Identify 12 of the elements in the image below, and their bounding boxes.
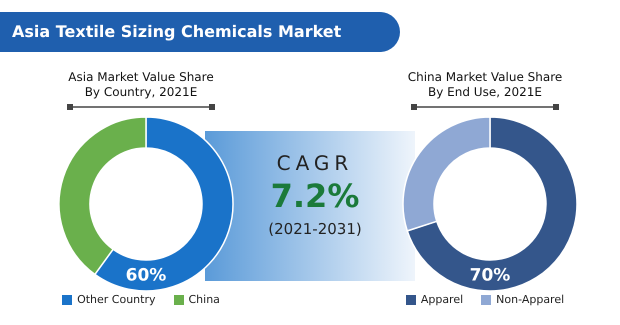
- data-label: 70%: [470, 266, 510, 286]
- text: Asia Textile Sizing Chemicals Market: [12, 21, 342, 43]
- legend-label: Non-Apparel: [495, 293, 564, 306]
- data-label: 60%: [126, 266, 166, 286]
- legend-label: China: [188, 293, 220, 306]
- chart-title: Asia Market Value Share By Country, 2021E: [67, 70, 215, 101]
- text: CAGR: [276, 150, 354, 176]
- legend-label: Apparel: [420, 293, 464, 306]
- chart-title: China Market Value Share By End Use, 2021E: [406, 70, 564, 101]
- legend-label: Other Country: [76, 293, 156, 306]
- text: 7.2%: [270, 176, 360, 216]
- text: (2021-2031): [267, 219, 363, 240]
